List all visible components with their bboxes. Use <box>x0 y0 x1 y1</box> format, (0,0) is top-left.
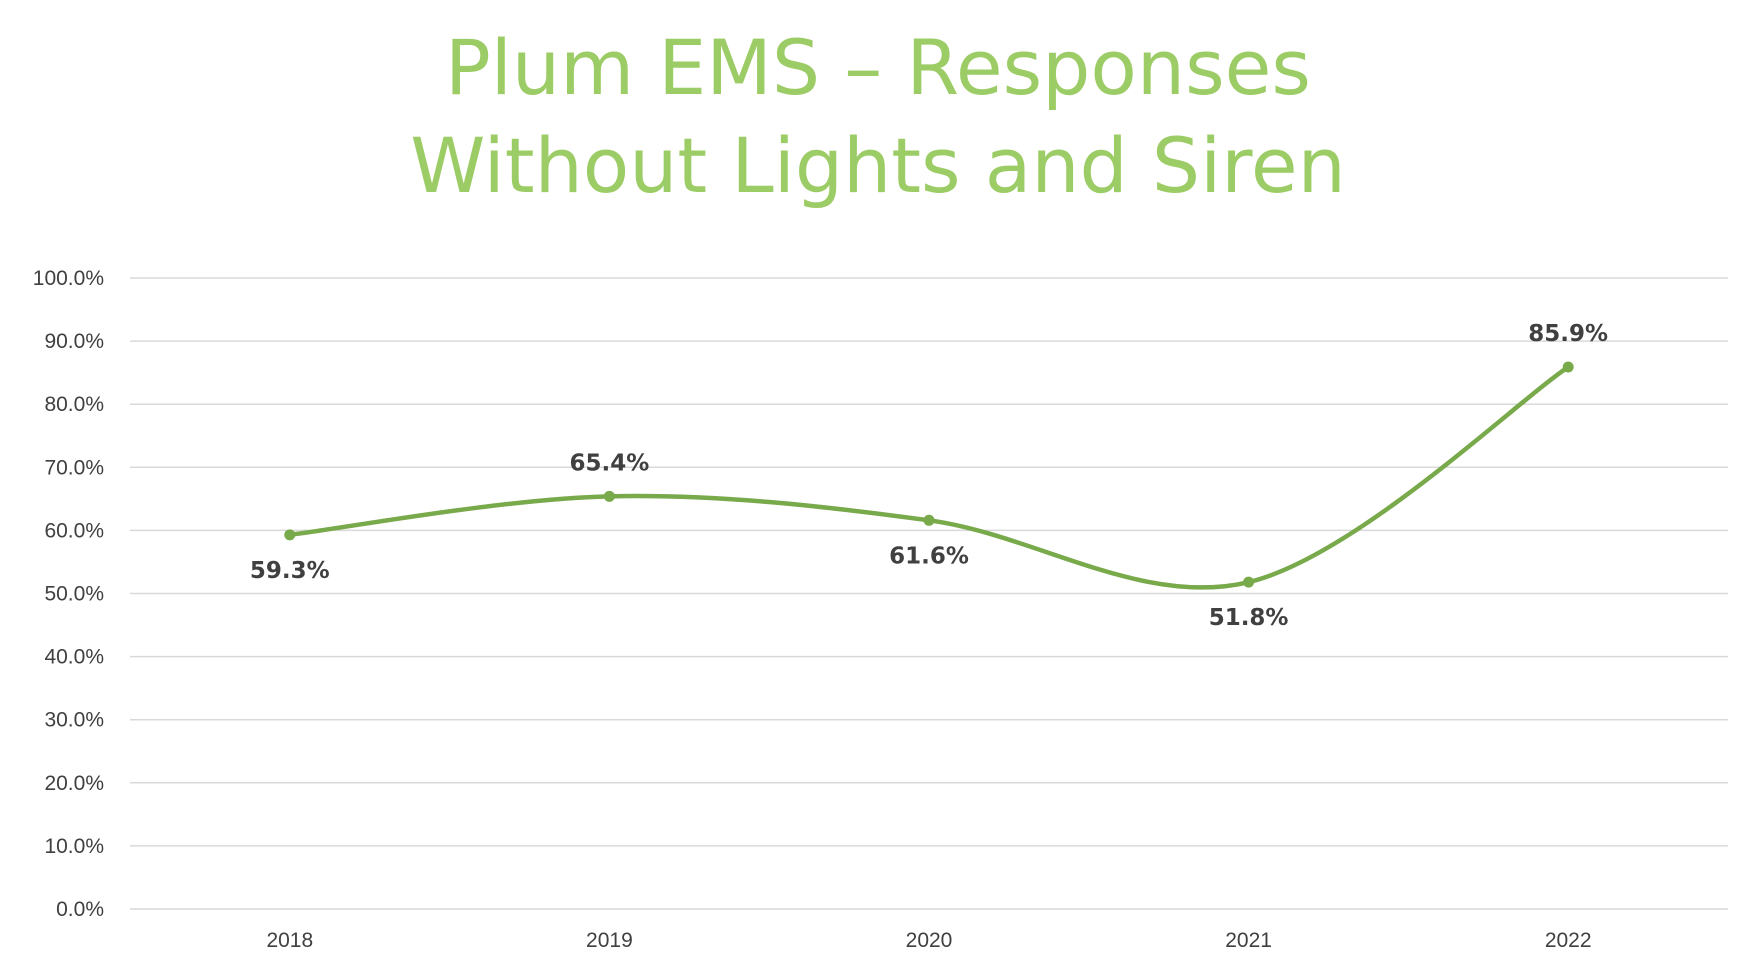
x-tick-label: 2019 <box>586 929 633 952</box>
series-line-group <box>287 364 1571 590</box>
data-label: 59.3% <box>250 558 330 584</box>
data-label: 61.6% <box>889 543 969 569</box>
x-tick-label: 2022 <box>1545 929 1592 952</box>
y-tick-label: 60.0% <box>44 519 104 542</box>
y-tick-label: 80.0% <box>44 393 104 416</box>
y-tick-label: 20.0% <box>44 772 104 795</box>
data-point <box>923 514 935 526</box>
data-label: 51.8% <box>1209 605 1289 631</box>
gridlines <box>130 277 1728 910</box>
data-point <box>1243 576 1255 588</box>
data-point <box>1562 361 1574 373</box>
y-tick-label: 100.0% <box>33 267 104 290</box>
data-points <box>284 361 1574 588</box>
x-axis-tick-labels: 2018 2019 2020 2021 2022 <box>266 929 1591 952</box>
data-point <box>603 490 615 502</box>
y-tick-label: 40.0% <box>44 646 104 669</box>
chart-title-line-2: Without Lights and Siren <box>410 121 1346 210</box>
y-axis-tick-labels: 0.0% 10.0% 20.0% 30.0% 40.0% 50.0% 60.0% 70.0% 8… <box>33 267 104 921</box>
y-tick-label: 30.0% <box>44 709 104 732</box>
y-tick-label: 10.0% <box>44 835 104 858</box>
y-tick-label: 90.0% <box>44 330 104 353</box>
y-tick-label: 50.0% <box>44 583 104 606</box>
x-tick-label: 2020 <box>906 929 953 952</box>
data-point <box>284 529 296 541</box>
x-tick-label: 2021 <box>1225 929 1272 952</box>
y-tick-label: 70.0% <box>44 456 104 479</box>
data-label: 85.9% <box>1528 321 1608 347</box>
data-labels: 59.3% 65.4% 61.6% 51.8% 85.9% <box>250 321 1608 631</box>
y-tick-label: 0.0% <box>56 898 104 921</box>
series-line <box>287 364 1571 590</box>
data-label: 65.4% <box>570 450 650 476</box>
chart-title-line-1: Plum EMS – Responses <box>444 23 1312 112</box>
x-tick-label: 2018 <box>266 929 313 952</box>
